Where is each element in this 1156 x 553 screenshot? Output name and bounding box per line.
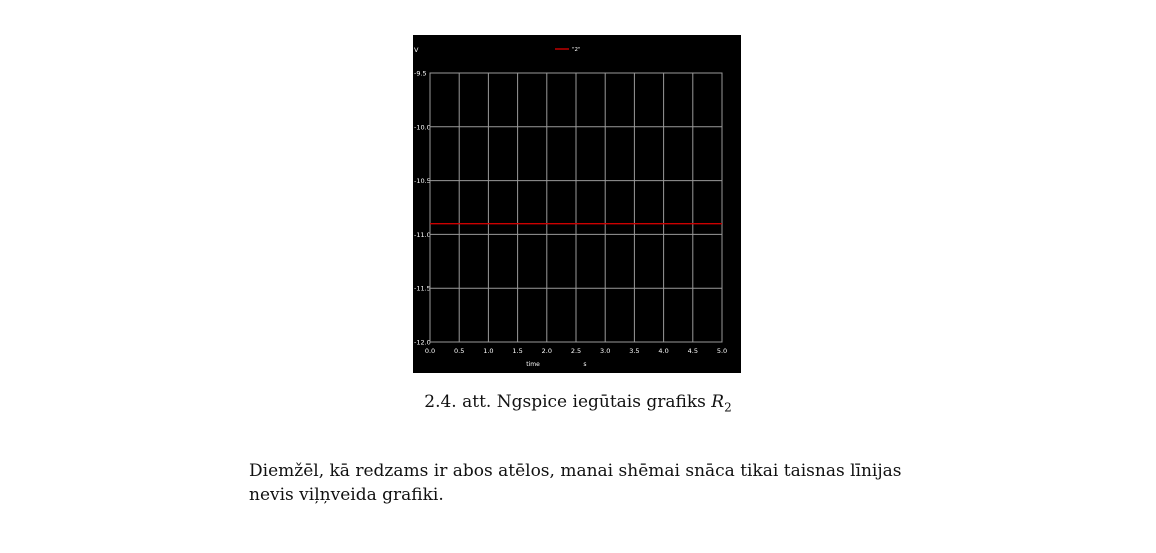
caption-subscript: 2 xyxy=(724,400,732,415)
x-tick-label: 2.5 xyxy=(571,347,581,355)
x-tick-label: 4.0 xyxy=(658,347,668,355)
ngspice-plot: 0.0 0.5 1.0 1.5 2.0 2.5 3.0 3.5 4.0 4.5 5.0 -9.5 -10… xyxy=(414,46,727,368)
x-axis-unit: s xyxy=(583,361,586,368)
y-tick-label: -12.0 xyxy=(414,339,431,347)
legend-label: "2" xyxy=(572,47,581,53)
y-tick-label: -10.5 xyxy=(414,177,431,185)
x-tick-label: 0.0 xyxy=(425,347,435,355)
x-tick-label: 1.5 xyxy=(512,347,522,355)
x-tick-label: 3.5 xyxy=(629,347,639,355)
ngspice-plot-figure: 0.0 0.5 1.0 1.5 2.0 2.5 3.0 3.5 4.0 4.5 5.0 -9.5 -10… xyxy=(413,35,741,373)
y-axis-label: V xyxy=(414,46,419,54)
x-tick-label: 1.0 xyxy=(483,347,493,355)
y-tick-label: -10.0 xyxy=(414,123,431,131)
caption-text: 2.4. att. Ngspice iegūtais grafiks xyxy=(424,392,712,412)
x-axis-label: time xyxy=(526,361,540,368)
x-tick-label: 2.0 xyxy=(542,347,552,355)
y-tick-label: -11.5 xyxy=(414,285,431,293)
y-tick-label: -9.5 xyxy=(414,70,427,78)
figure-caption: 2.4. att. Ngspice iegūtais grafiks R2 xyxy=(0,392,1156,414)
plot-border xyxy=(429,72,723,343)
x-tick-label: 5.0 xyxy=(717,347,727,355)
x-tick-label: 3.0 xyxy=(600,347,610,355)
paragraph-line-1: Diemžēl, kā redzams ir abos atēlos, mana… xyxy=(249,461,902,481)
x-tick-label: 0.5 xyxy=(454,347,464,355)
body-paragraph: Diemžēl, kā redzams ir abos atēlos, mana… xyxy=(249,459,909,507)
y-tick-label: -11.0 xyxy=(414,231,431,239)
paragraph-line-2: nevis viļņveida grafiki. xyxy=(249,485,444,505)
caption-symbol: R xyxy=(711,392,725,412)
x-tick-label: 4.5 xyxy=(688,347,698,355)
